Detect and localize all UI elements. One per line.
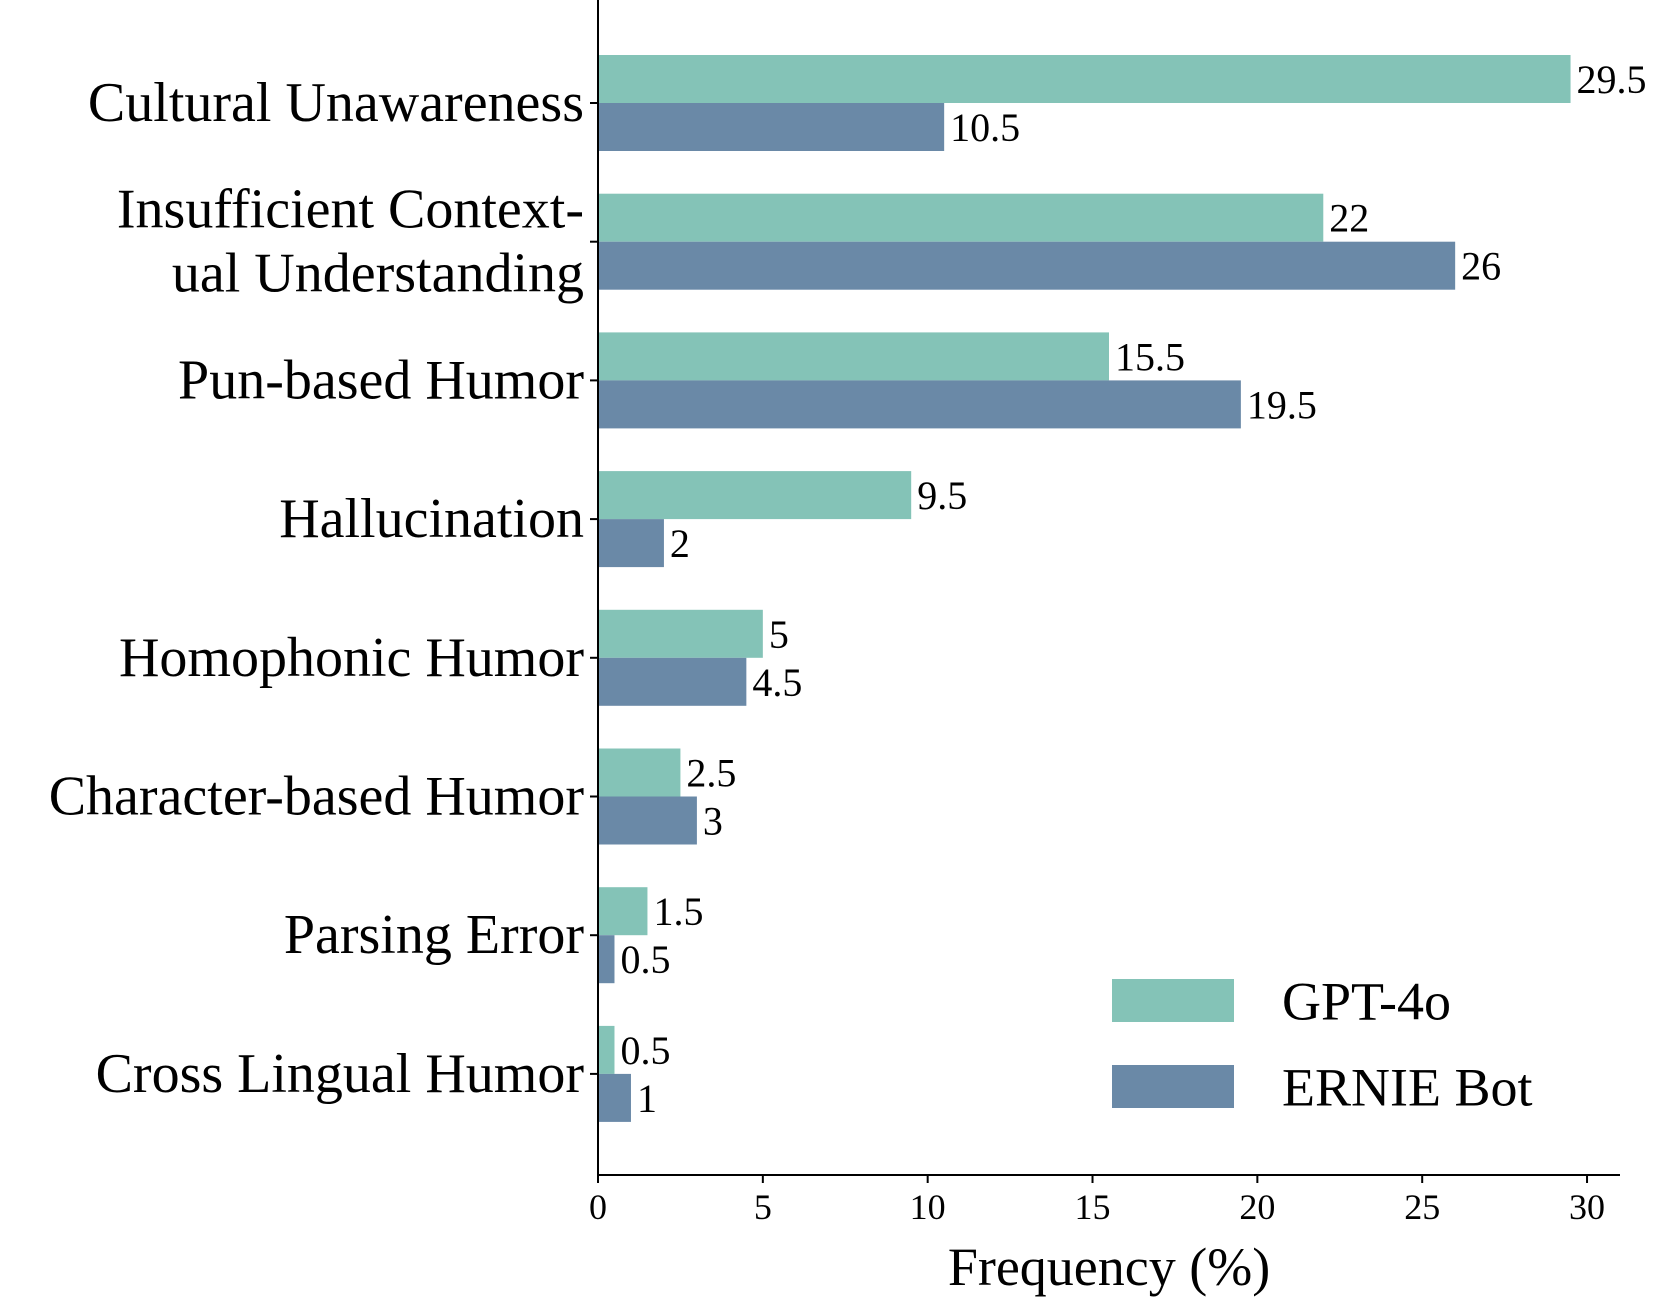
bar-ernie-bot-hallucination xyxy=(598,519,664,568)
bar-ernie-bot-cross-lingual-humor xyxy=(598,1073,631,1122)
x-tick-label: 5 xyxy=(754,1187,772,1227)
category-label: Insufficient Context- xyxy=(117,179,584,241)
bar-gpt-4o-cultural-unawareness xyxy=(598,55,1571,103)
value-label: 3 xyxy=(703,799,723,844)
category-label: Pun-based Humor xyxy=(178,349,584,411)
x-tick-label: 30 xyxy=(1569,1187,1605,1227)
bar-ernie-bot-insufficient-context-ual-understanding xyxy=(598,241,1456,290)
bar-gpt-4o-cross-lingual-humor xyxy=(598,1025,615,1074)
value-label: 15.5 xyxy=(1115,334,1185,379)
value-label: 2.5 xyxy=(686,751,736,796)
legend-label: ERNIE Bot xyxy=(1282,1058,1533,1118)
x-axis-title: Frequency (%) xyxy=(948,1237,1270,1297)
value-label: 0.5 xyxy=(620,937,670,982)
bar-ernie-bot-cultural-unawareness xyxy=(598,103,945,151)
x-tick-label: 0 xyxy=(589,1187,607,1227)
value-label: 29.5 xyxy=(1577,57,1647,102)
value-label: 4.5 xyxy=(752,660,802,705)
category-label: Cultural Unawareness xyxy=(88,72,584,134)
bar-ernie-bot-parsing-error xyxy=(598,935,615,984)
bar-gpt-4o-parsing-error xyxy=(598,887,648,936)
legend-swatch-ernie-bot xyxy=(1112,1065,1234,1108)
x-tick-label: 15 xyxy=(1075,1187,1111,1227)
value-label: 0.5 xyxy=(620,1028,670,1073)
value-label: 2 xyxy=(670,521,690,566)
x-tick-label: 10 xyxy=(910,1187,946,1227)
value-label: 26 xyxy=(1461,244,1501,289)
bar-ernie-bot-character-based-humor xyxy=(598,796,697,845)
category-label: ual Understanding xyxy=(172,243,584,305)
bar-gpt-4o-homophonic-humor xyxy=(598,609,763,658)
value-label: 5 xyxy=(769,612,789,657)
value-label: 1 xyxy=(637,1076,657,1121)
value-label: 10.5 xyxy=(950,105,1020,150)
legend-label: GPT-4o xyxy=(1282,972,1451,1032)
category-label: Parsing Error xyxy=(284,904,585,966)
value-label: 9.5 xyxy=(917,473,967,518)
x-tick-label: 25 xyxy=(1404,1187,1440,1227)
bar-gpt-4o-hallucination xyxy=(598,471,912,520)
category-label: Character-based Humor xyxy=(49,766,585,828)
bar-gpt-4o-insufficient-context-ual-understanding xyxy=(598,193,1324,242)
bar-gpt-4o-pun-based-humor xyxy=(598,332,1109,381)
category-label: Cross Lingual Humor xyxy=(96,1043,585,1105)
category-label: Homophonic Humor xyxy=(119,627,584,689)
x-tick-label: 20 xyxy=(1239,1187,1275,1227)
value-label: 1.5 xyxy=(653,889,703,934)
legend-swatch-gpt-4o xyxy=(1112,979,1234,1022)
bar-ernie-bot-pun-based-humor xyxy=(598,380,1241,429)
bar-gpt-4o-character-based-humor xyxy=(598,748,681,797)
value-label: 22 xyxy=(1329,196,1369,241)
value-label: 19.5 xyxy=(1247,382,1317,427)
category-label: Hallucination xyxy=(279,488,584,550)
bar-ernie-bot-homophonic-humor xyxy=(598,657,747,706)
